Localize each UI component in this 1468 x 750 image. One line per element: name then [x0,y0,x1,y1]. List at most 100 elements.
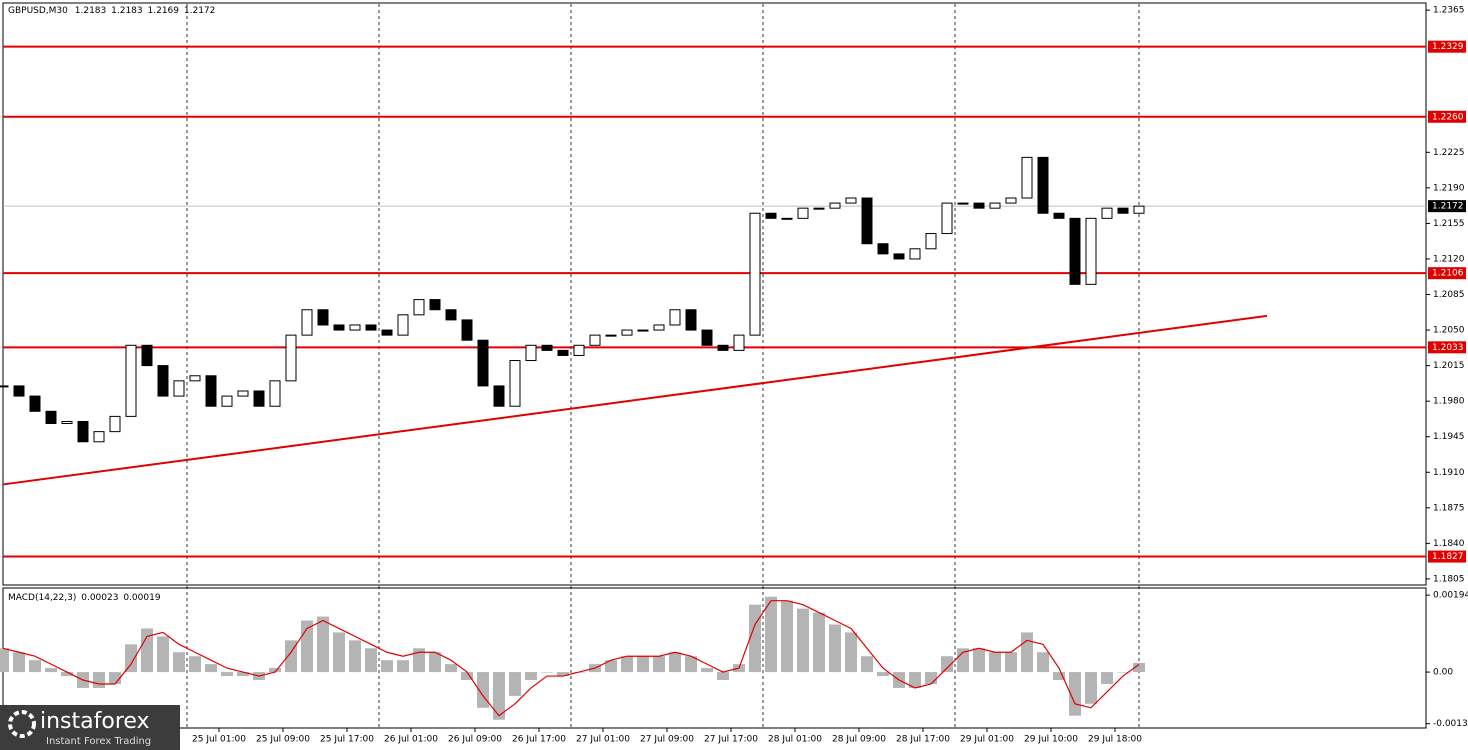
candle [925,233,937,250]
level-label-bg [1428,550,1466,563]
candle [13,385,25,397]
macd-bar [397,660,409,673]
candle [1117,207,1129,214]
level-label-bg [1428,341,1466,354]
macd-bar [861,656,873,673]
candle [1021,156,1033,199]
candle [413,299,425,316]
macd-bar [989,652,1001,673]
macd-bar [925,672,937,684]
macd-bar [813,612,825,673]
level-label: 1.2106 [1432,269,1464,279]
x-tick-label: 25 Jul 17:00 [320,735,374,745]
candle [797,207,809,219]
candle [381,329,393,336]
candle [845,197,857,204]
candle [461,319,473,341]
candle [29,395,41,412]
candle [909,248,921,260]
candle [749,212,761,336]
macd-bar [621,656,633,673]
candle [765,212,777,219]
macd-bar [541,672,553,673]
macd-bar [1005,652,1017,673]
y-tick-label: 1.1980 [1433,397,1465,407]
macd-bar [445,664,457,673]
y-tick-label: 1.1875 [1433,503,1465,513]
candle [205,375,217,407]
candle [1085,217,1097,285]
y-tick-label: 1.1840 [1433,539,1465,549]
macd-bar [269,668,281,673]
y-tick-label: 1.2050 [1433,326,1465,336]
candle [1005,197,1017,204]
candle [1101,207,1113,219]
level-label: 1.2260 [1432,112,1464,122]
macd-bar [781,600,793,673]
macd-bar [973,648,985,673]
macd-bar [381,660,393,673]
y-tick-label: 1.2365 [1433,6,1465,16]
candle [317,309,329,326]
macd-bar [173,652,185,673]
candle [829,202,841,209]
candle [349,324,361,331]
macd-bar [413,648,425,673]
candle [621,329,633,336]
macd-bar [125,644,137,673]
x-tick-label: 27 Jul 17:00 [704,735,758,745]
macd-bar [61,672,73,677]
y-tick-label: 1.2190 [1433,183,1465,193]
x-tick-label: 25 Jul 09:00 [256,735,310,745]
candle [301,309,313,336]
macd-bar [1101,672,1113,684]
y-tick-label: 1.1910 [1433,468,1465,478]
y-tick-label: 0.00194 [1433,591,1468,601]
candle [253,390,265,407]
candle [733,334,745,351]
logo-bg [0,705,180,750]
macd-bar [717,672,729,681]
macd-bar [109,672,121,684]
candle [701,329,713,346]
macd-bar [797,608,809,673]
candle [605,334,617,337]
candle [141,344,153,367]
macd-bar [157,636,169,673]
macd-bar [0,648,9,673]
x-tick-label: 29 Jul 18:00 [1088,735,1142,745]
x-tick-label: 26 Jul 01:00 [384,735,438,745]
x-tick-label: 28 Jul 01:00 [768,735,822,745]
candle [77,420,89,443]
candle [61,420,73,425]
current-price-label: 1.2172 [1432,202,1464,212]
macd-bar [189,656,201,673]
macd-bar [237,672,249,677]
level-label-bg [1428,267,1466,280]
y-tick-label: 1.2085 [1433,290,1465,300]
macd-bar [205,664,217,673]
candle [893,253,905,260]
macd-bar [653,656,665,673]
candle [637,329,649,332]
candle [237,390,249,397]
candle [125,344,137,417]
candle [525,344,537,362]
macd-bar [701,668,713,673]
candle [1133,205,1145,214]
logo-icon [8,710,36,738]
candle [173,380,185,397]
candle [269,380,281,407]
candle [477,339,489,387]
macd-title: MACD(14,22,3) 0.00023 0.00019 [8,593,161,603]
candle [1053,212,1065,219]
level-label: 1.1827 [1432,552,1464,562]
x-tick-label: 27 Jul 01:00 [576,735,630,745]
macd-bar [1085,672,1097,704]
macd-bar [1117,672,1129,673]
macd-bar [941,656,953,673]
macd-bar [333,632,345,673]
candle [541,344,553,351]
candle [781,217,793,220]
